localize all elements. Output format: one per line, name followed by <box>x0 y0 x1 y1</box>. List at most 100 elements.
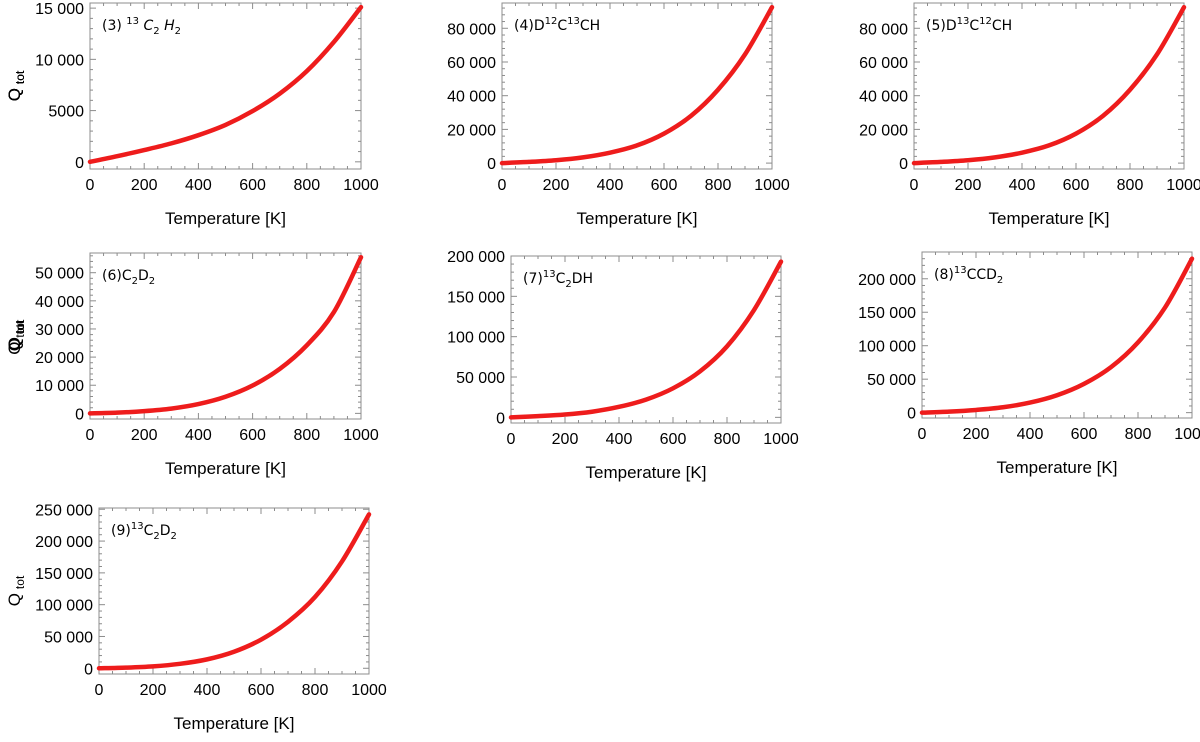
chart-panel-6: 0 200 400 600 800 1000 0 10 000 20 000 30 000 40 0… <box>5 252 379 478</box>
y-axis-label-main: Q <box>5 593 24 606</box>
x-tick-label: 0 <box>918 426 927 443</box>
y-tick-label: 0 <box>907 406 916 423</box>
chart-panel-5: 0 200 400 600 800 1000 0 20 000 40 000 60 000 80 0… <box>5 2 1200 228</box>
y-tick-label: 80 000 <box>447 21 496 38</box>
annotation-part: C <box>969 18 979 34</box>
x-tick-label: 600 <box>248 682 275 699</box>
y-axis-label-subscript: tot <box>13 575 27 589</box>
annotation-part: CH <box>992 18 1012 34</box>
y-axis-label-main: Q <box>5 88 24 101</box>
y-tick-label: 250 000 <box>35 502 93 519</box>
annotation-part: H <box>164 18 175 34</box>
annotation-part: 2 <box>175 26 181 37</box>
y-tick-label: 0 <box>487 156 496 173</box>
annotation-part: D <box>160 523 171 539</box>
y-axis-label: Qtot <box>5 320 27 351</box>
y-tick-label: 60 000 <box>447 55 496 72</box>
x-tick-label: 400 <box>185 427 212 444</box>
annotation-part: (7) <box>523 271 543 287</box>
annotation-part: C <box>122 268 132 284</box>
x-tick-label: 1000 <box>1174 426 1200 443</box>
x-tick-label: 200 <box>131 177 158 194</box>
series-line <box>96 512 372 671</box>
x-tick-label: 0 <box>498 177 507 194</box>
annotation-part: 2 <box>153 531 159 542</box>
series-line <box>911 4 1187 166</box>
annotation-part: 2 <box>153 26 159 37</box>
annotation-part: (3) <box>102 18 122 34</box>
y-tick-label: 200 000 <box>35 534 93 551</box>
x-tick-label: 400 <box>606 431 633 448</box>
annotation-part: C <box>556 271 566 287</box>
series-line <box>919 256 1195 415</box>
y-axis-label: Qtot <box>5 70 27 101</box>
x-axis-label: Temperature [K] <box>577 209 698 228</box>
annotation-part: 13 <box>131 521 144 532</box>
y-axis-label-subscript: tot <box>13 320 27 334</box>
annotation-part: 2 <box>132 276 138 287</box>
annotation-part: D <box>534 18 545 34</box>
x-tick-label: 800 <box>714 431 741 448</box>
x-tick-label: 800 <box>1117 177 1144 194</box>
panel-annotation: (8)13CCD2 <box>934 265 1003 286</box>
x-tick-label: 1000 <box>351 682 387 699</box>
y-axis-label-main: Q <box>5 338 24 351</box>
y-tick-label: 50 000 <box>35 266 84 283</box>
x-axis-label: Temperature [K] <box>174 714 295 733</box>
y-tick-label: 80 000 <box>859 21 908 38</box>
x-tick-label: 0 <box>95 682 104 699</box>
x-tick-label: 0 <box>507 431 516 448</box>
x-tick-label: 400 <box>1009 177 1036 194</box>
y-tick-label: 5000 <box>48 104 84 121</box>
annotation-part: (5) <box>926 18 946 34</box>
x-tick-label: 200 <box>543 177 570 194</box>
x-tick-label: 400 <box>185 177 212 194</box>
annotation-part: C <box>144 523 154 539</box>
x-tick-label: 1000 <box>763 431 799 448</box>
y-axis-label-main: Q <box>5 342 24 355</box>
y-tick-label: 40 000 <box>447 89 496 106</box>
y-tick-label: 10 000 <box>35 378 84 395</box>
x-axis-label: Temperature [K] <box>586 463 707 482</box>
x-tick-label: 800 <box>293 177 320 194</box>
x-tick-label: 800 <box>1125 426 1152 443</box>
y-tick-label: 60 000 <box>859 55 908 72</box>
annotation-part: 2 <box>171 531 177 542</box>
y-tick-label: 20 000 <box>447 122 496 139</box>
x-tick-label: 600 <box>660 431 687 448</box>
annotation-part: 13 <box>957 16 970 27</box>
y-tick-label: 40 000 <box>859 89 908 106</box>
annotation-part: 13 <box>126 16 139 27</box>
y-tick-label: 50 000 <box>867 372 916 389</box>
x-axis-label: Temperature [K] <box>165 459 286 478</box>
y-axis-label: Qtot <box>5 70 27 101</box>
x-tick-label: 1000 <box>343 427 379 444</box>
y-tick-label: 20 000 <box>859 122 908 139</box>
y-tick-label: 150 000 <box>35 566 93 583</box>
x-axis-label: Temperature [K] <box>989 209 1110 228</box>
x-tick-label: 600 <box>1063 177 1090 194</box>
x-tick-label: 0 <box>86 427 95 444</box>
annotation-part: D <box>138 268 149 284</box>
panel-annotation: (7)13C2DH <box>523 269 593 290</box>
y-axis-label: Qtot <box>5 70 27 101</box>
y-tick-label: 100 000 <box>858 339 916 356</box>
series-line <box>87 4 364 165</box>
x-tick-label: 1000 <box>1166 177 1200 194</box>
x-tick-label: 200 <box>552 431 579 448</box>
panel-annotation: (6)C2D2 <box>102 268 155 287</box>
y-axis-label: Qtot <box>5 324 27 355</box>
x-tick-label: 600 <box>1071 426 1098 443</box>
y-axis-label-subscript: tot <box>13 324 27 338</box>
x-axis-label: Temperature [K] <box>165 209 286 228</box>
x-tick-label: 1000 <box>343 177 379 194</box>
chart-panel-9: 0 200 400 600 800 1000 0 50 000 100 000 150 000 20… <box>5 502 387 733</box>
annotation-part: CCD <box>967 267 997 283</box>
annotation-part: 2 <box>997 275 1003 286</box>
panel-annotation: (3) 13 C2 H2 <box>102 16 181 37</box>
